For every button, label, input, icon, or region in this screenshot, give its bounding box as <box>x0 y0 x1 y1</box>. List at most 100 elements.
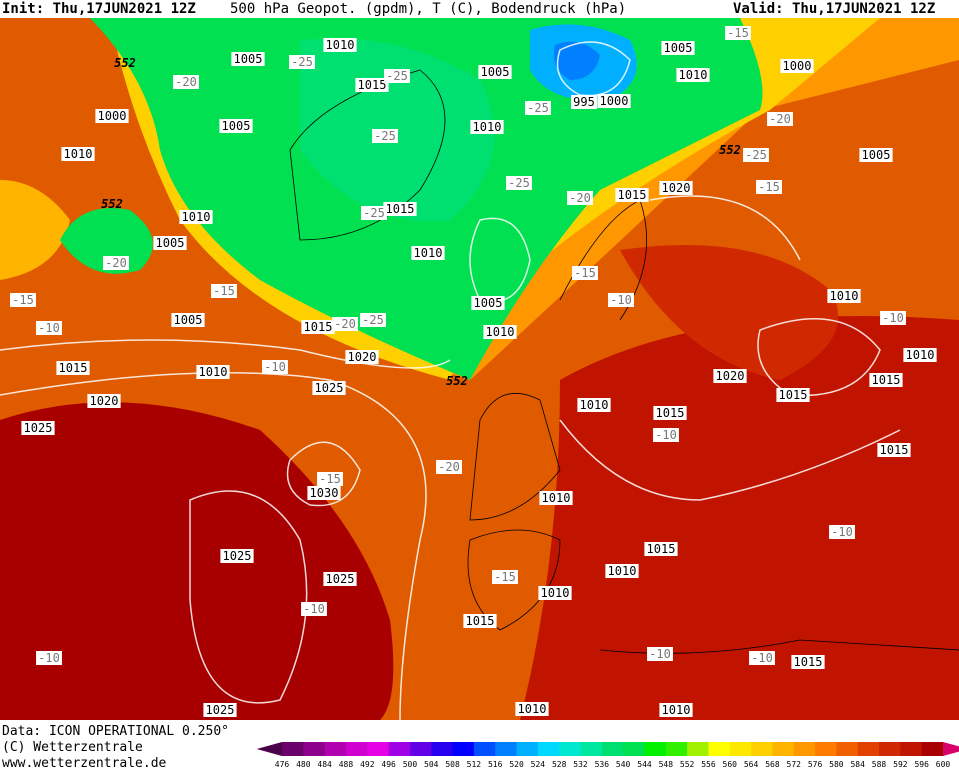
isobar-label: 1005 <box>862 148 891 162</box>
temperature-label: -20 <box>438 460 460 474</box>
temperature-label: -20 <box>334 317 356 331</box>
isobar-label: 1005 <box>234 52 263 66</box>
isobar-label: 1030 <box>310 486 339 500</box>
isobar-label-box <box>776 388 810 402</box>
isobar-label-box <box>21 421 55 435</box>
temperature-label-box <box>756 180 782 194</box>
temperature-label-box <box>572 266 598 280</box>
isobar-label: 1020 <box>716 369 745 383</box>
temperature-label: -10 <box>38 651 60 665</box>
colorbar-swatch <box>623 742 645 756</box>
isobar-label-box <box>470 120 504 134</box>
colorbar-tick-label: 600 <box>936 760 951 769</box>
temperature-label: -25 <box>527 101 549 115</box>
colorbar-swatch <box>921 742 944 756</box>
temperature-label-box <box>743 148 769 162</box>
isobar-label: 1010 <box>486 325 515 339</box>
colorbar-tick-label: 568 <box>765 760 780 769</box>
temperature-label-box <box>332 317 358 331</box>
isobar-label: 1015 <box>647 542 676 556</box>
colorbar-swatch <box>303 742 326 756</box>
copyright: (C) Wetterzentrale <box>2 740 143 755</box>
isobar-label: 1015 <box>779 388 808 402</box>
colorbar-tick-label: 536 <box>595 760 610 769</box>
temperature-label: -25 <box>508 176 530 190</box>
isobar-label-box <box>577 398 611 412</box>
temperature-label: -10 <box>751 651 773 665</box>
isobar-label-box <box>661 41 695 55</box>
colorbar-swatch <box>345 742 368 756</box>
colorbar: 476 480 484 488 492 496 500 504 508 512 516 520 524 5… <box>256 742 959 769</box>
isobar-label: 1015 <box>386 202 415 216</box>
colorbar-tick-label: 500 <box>403 760 418 769</box>
temperature-label: -15 <box>727 26 749 40</box>
temperature-label-box <box>103 256 129 270</box>
isobar-label-box <box>383 202 417 216</box>
isobar-label-box <box>605 564 639 578</box>
isobar-label-box <box>659 703 693 717</box>
isobar-label-box <box>903 348 937 362</box>
colorbar-tick-label: 476 <box>275 760 290 769</box>
temperature-label-box <box>289 55 315 69</box>
isobar-label: 1010 <box>326 38 355 52</box>
colorbar-swatch <box>857 742 880 756</box>
colorbar-tick-label: 488 <box>339 760 354 769</box>
colorbar-tick-label: 496 <box>381 760 396 769</box>
isobar-label: 1000 <box>98 109 127 123</box>
colorbar-tick-label: 484 <box>317 760 332 769</box>
colorbar-tick-label: 580 <box>829 760 844 769</box>
isobar-label: 1010 <box>518 702 547 716</box>
temperature-label: -25 <box>374 129 396 143</box>
colorbar-swatch <box>793 742 816 756</box>
url: www.wetterzentrale.de <box>2 756 167 770</box>
isobar-label-box <box>323 572 357 586</box>
colorbar-tick-label: 516 <box>488 760 503 769</box>
isobar-label: 1025 <box>326 572 355 586</box>
isobar-label: 995 <box>573 95 595 109</box>
isobar-label: 1010 <box>580 398 609 412</box>
isobar-label-box <box>538 586 572 600</box>
temperature-label: -10 <box>649 647 671 661</box>
isobar-label: 1005 <box>174 313 203 327</box>
isobar-label-box <box>61 147 95 161</box>
isobar-label-box <box>87 394 121 408</box>
temperature-label: -10 <box>882 311 904 325</box>
temperature-label: -15 <box>12 293 34 307</box>
colorbar-tick-label: 560 <box>723 760 738 769</box>
temperature-label-box <box>653 428 679 442</box>
colorbar-tick-label: 480 <box>296 760 311 769</box>
temperature-label: -20 <box>769 112 791 126</box>
temperature-label-box <box>360 313 386 327</box>
temperature-label-box <box>301 602 327 616</box>
init-time: Init: Thu,17JUN2021 12Z <box>2 1 196 17</box>
colorbar-swatch <box>282 742 304 756</box>
colorbar-tick-label: 556 <box>701 760 716 769</box>
isobar-label: 1020 <box>90 394 119 408</box>
temperature-label-box <box>506 176 532 190</box>
colorbar-tick-label: 528 <box>552 760 567 769</box>
temperature-label-box <box>262 360 288 374</box>
isobar-label: 1020 <box>348 350 377 364</box>
isobar-label-box <box>153 236 187 250</box>
temperature-label-box <box>36 651 62 665</box>
isobar-label: 1015 <box>872 373 901 387</box>
isobar-label: 1005 <box>664 41 693 55</box>
isobar-label-box <box>56 361 90 375</box>
isobar-label: 1005 <box>481 65 510 79</box>
colorbar-tick-label: 512 <box>467 760 482 769</box>
isobar-label-box <box>615 188 649 202</box>
temperature-label-box <box>436 460 462 474</box>
isobar-label: 1010 <box>182 210 211 224</box>
isobar-label: 1015 <box>656 406 685 420</box>
colorbar-tick-label: 596 <box>914 760 929 769</box>
isobar-label-box <box>307 486 341 500</box>
isobar-label: 1010 <box>608 564 637 578</box>
isobar-label: 1000 <box>600 94 629 108</box>
isobar-label: 1010 <box>541 586 570 600</box>
colorbar-tick-label: 492 <box>360 760 375 769</box>
colorbar-tick-label: 584 <box>850 760 865 769</box>
isobar-label-box <box>791 655 825 669</box>
temperature-label: -10 <box>831 525 853 539</box>
temperature-label-box <box>372 129 398 143</box>
temperature-label: -25 <box>291 55 313 69</box>
